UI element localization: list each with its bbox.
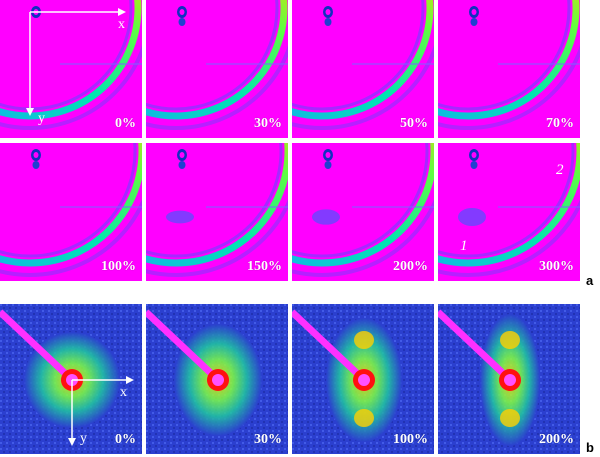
saxs-axes <box>26 8 126 116</box>
reflection-label-2: 2 <box>556 162 564 178</box>
strain-label: 100% <box>101 259 136 274</box>
waxs-panel: 30% <box>146 304 288 454</box>
saxs-panel: 200% <box>292 143 434 281</box>
waxs-axes <box>68 376 134 446</box>
saxs-pattern <box>146 143 288 277</box>
waxs-panel: 200% <box>438 304 580 454</box>
figure-letter-a: a <box>586 273 594 288</box>
saxs-pattern <box>0 143 142 277</box>
saxs-panel: 100% <box>0 143 142 281</box>
strain-label: 0% <box>115 116 136 131</box>
strain-label: 100% <box>393 432 428 447</box>
waxs-pattern <box>146 304 288 454</box>
y-axis-label: y <box>38 111 45 126</box>
x-axis-label: x <box>118 17 125 32</box>
strain-label: 30% <box>254 432 282 447</box>
saxs-panel: 0% x y <box>0 0 142 138</box>
figure-letter-b: b <box>586 440 594 455</box>
reflection-label-1: 1 <box>460 238 468 254</box>
saxs-panel: 300% 1 2 <box>438 143 580 281</box>
strain-label: 200% <box>539 432 574 447</box>
saxs-panel: 70% <box>438 0 580 138</box>
waxs-panel: 0% x y <box>0 304 142 454</box>
waxs-panel: 100% <box>292 304 434 454</box>
strain-label: 0% <box>115 432 136 447</box>
waxs-pattern <box>292 304 434 454</box>
saxs-panel: 30% <box>146 0 288 138</box>
x-axis-label: x <box>120 385 127 400</box>
waxs-pattern <box>438 304 580 454</box>
strain-label: 150% <box>247 259 282 274</box>
saxs-pattern <box>292 143 434 277</box>
saxs-panel: 150% <box>146 143 288 281</box>
strain-label: 70% <box>546 116 574 131</box>
saxs-pattern <box>146 0 288 130</box>
saxs-pattern <box>438 0 580 130</box>
y-axis-label: y <box>80 431 87 446</box>
strain-label: 50% <box>400 116 428 131</box>
saxs-pattern <box>292 0 434 130</box>
saxs-pattern <box>438 143 580 277</box>
strain-label: 300% <box>539 259 574 274</box>
strain-label: 200% <box>393 259 428 274</box>
saxs-panel: 50% <box>292 0 434 138</box>
strain-label: 30% <box>254 116 282 131</box>
